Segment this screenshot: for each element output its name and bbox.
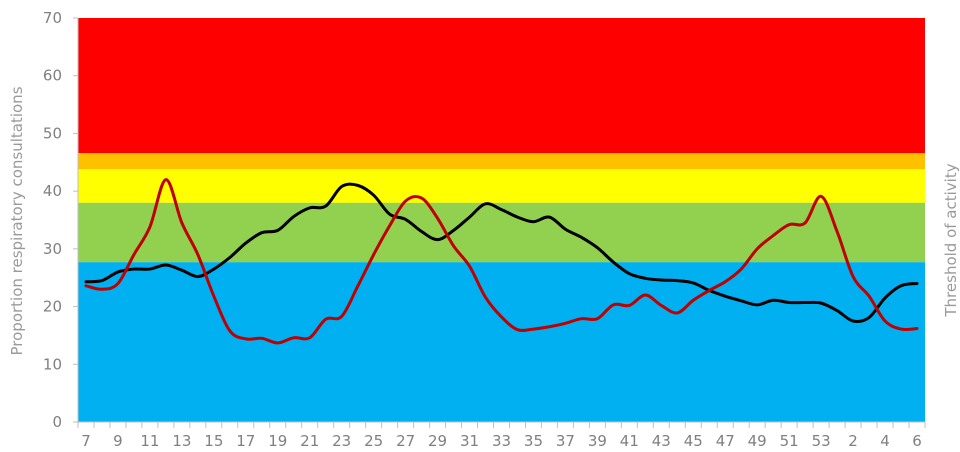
x-tick-label: 2 [848, 432, 858, 450]
x-tick-label: 47 [716, 432, 735, 450]
threshold-band-1 [78, 202, 925, 263]
x-tick-label: 15 [204, 432, 223, 450]
x-tick-label: 33 [492, 432, 511, 450]
x-tick-label: 11 [140, 432, 159, 450]
threshold-bands [78, 18, 925, 422]
x-tick-label: 7 [81, 432, 91, 450]
threshold-band-0 [78, 262, 925, 422]
x-tick-label: 25 [364, 432, 383, 450]
x-tick-label: 9 [113, 432, 123, 450]
x-tick-label: 43 [652, 432, 671, 450]
x-tick-label: 21 [300, 432, 319, 450]
x-tick-label: 23 [332, 432, 351, 450]
x-tick-label: 29 [428, 432, 447, 450]
y-axis-title: Proportion respiratory consultations [8, 86, 26, 355]
x-tick-label: 37 [556, 432, 575, 450]
x-tick-label: 53 [812, 432, 831, 450]
y-tick-label: 70 [43, 9, 62, 27]
x-tick-label: 39 [588, 432, 607, 450]
x-tick-label: 17 [236, 432, 255, 450]
x-axis: 7 9 11 13 15 17 19 21 23 25 27 29 31 33 35 37 39 41 43 45 47… [77, 421, 926, 450]
x-tick-label: 35 [524, 432, 543, 450]
x-tick-label: 41 [620, 432, 639, 450]
series-line-1 [84, 178, 919, 345]
y-tick-label: 60 [43, 67, 62, 85]
y-tick-label: 50 [43, 124, 62, 142]
y-tick-label: 20 [43, 298, 62, 316]
y-tick-label: 40 [43, 182, 62, 200]
series-lines [84, 178, 919, 345]
y-tick-label: 0 [52, 413, 62, 431]
threshold-band-4 [78, 18, 925, 154]
y2-axis-title: Threshold of activity [942, 163, 960, 317]
threshold-band-3 [78, 153, 925, 170]
series-line-0 [84, 182, 919, 323]
x-tick-label: 27 [396, 432, 415, 450]
x-tick-label: 45 [684, 432, 703, 450]
x-tick-label: 51 [780, 432, 799, 450]
x-tick-label: 31 [460, 432, 479, 450]
x-tick-label: 19 [268, 432, 287, 450]
y-axis: 0 10 20 30 40 50 60 70 [43, 9, 79, 431]
x-tick-label: 4 [880, 432, 890, 450]
x-tick-label: 6 [912, 432, 922, 450]
y-tick-label: 30 [43, 240, 62, 258]
x-tick-label: 49 [748, 432, 767, 450]
x-tick-label: 13 [172, 432, 191, 450]
threshold-band-2 [78, 169, 925, 203]
y-tick-label: 10 [43, 355, 62, 373]
